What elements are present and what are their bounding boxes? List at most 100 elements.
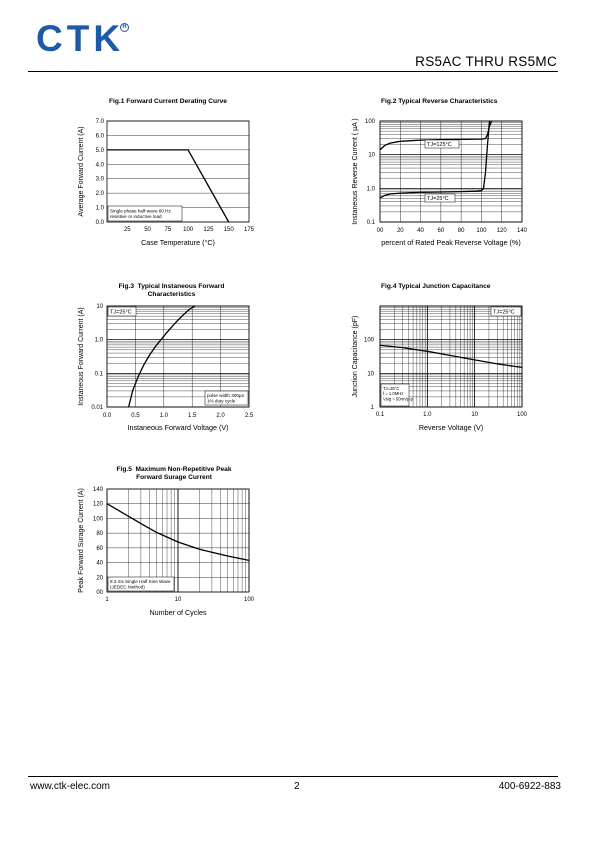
fig3-condition: TJ=25°C [110, 310, 132, 316]
fig5-title: Fig.5 Maximum Non-Repetitive Peak Forwar… [116, 466, 232, 481]
registered-mark: R [120, 23, 129, 32]
fig5-x-tick-label: 1 [105, 597, 109, 603]
fig2-series-label-125: TJ=125°C [427, 142, 452, 148]
fig5-annotation: 8.3 ms Single Half Sine Wave [110, 579, 171, 584]
fig2-series-label-25: TJ=25°C [427, 196, 449, 202]
fig2-x-tick-label: 40 [417, 228, 424, 234]
fig4-y-tick-label: 1 [371, 405, 375, 411]
fig3-y-tick-label: 10 [96, 304, 103, 310]
fig5-y-tick-label: 120 [93, 502, 104, 508]
fig1-y-tick-label: 1.0 [96, 206, 105, 212]
fig4-condition-box [490, 306, 522, 317]
fig3-x-tick-label: 1.0 [160, 413, 169, 419]
fig2-series-line-1 [379, 120, 491, 199]
fig1-x-axis-label: Case Temperature (°C) [141, 238, 215, 247]
fig5-y-tick-label: 60 [96, 546, 103, 552]
fig2-x-tick-label: 60 [438, 228, 445, 234]
fig2-x-tick-label: 120 [497, 228, 508, 234]
fig5-frame [106, 488, 250, 593]
fig4-y-axis-label: Junction Capacitance (pF) [352, 316, 359, 398]
fig4-frame [379, 305, 523, 408]
fig5-x-tick-label: 100 [244, 597, 255, 603]
fig3-x-tick-label: 2.0 [216, 413, 225, 419]
fig1-x-tick-label: 50 [144, 227, 151, 233]
fig5-annotation: (JEDEC Method) [110, 585, 145, 590]
fig4-x-tick-label: 0.1 [376, 412, 385, 418]
fig4-condition: TJ=25°C [493, 310, 515, 316]
fig1-annotation-box [107, 205, 183, 222]
fig4-x-axis-label: Reverse Voltage (V) [419, 423, 483, 432]
fig1-frame [106, 120, 250, 223]
fig5-y-tick-label: 40 [96, 561, 103, 567]
page-number: 2 [294, 781, 300, 792]
fig2-y-axis-label: Instaneous Reverse Current ( µA ) [352, 118, 359, 224]
fig1-x-tick-label: 100 [183, 227, 194, 233]
footer-website[interactable]: www.ctk-elec.com [30, 781, 111, 792]
fig2-x-tick-label: 140 [517, 228, 528, 234]
fig3-title: Fig.3 Typical Instaneous Forward Charact… [118, 283, 225, 298]
fig3-series-line-0 [127, 305, 196, 408]
fig2-x-tick-label: 100 [476, 228, 487, 234]
fig2-label-box-25 [424, 193, 456, 203]
fig2-y-tick-label: 10 [368, 153, 375, 159]
fig3-condition-box [107, 306, 137, 317]
fig4-annotation-box [380, 383, 410, 407]
fig2-x-tick-label: 00 [377, 228, 384, 234]
fig1-annotation: resistive or inductive load [110, 214, 162, 219]
fig2-y-tick-label: 0.1 [367, 220, 376, 226]
fig1-x-tick-label: 125 [203, 227, 214, 233]
fig4-annotation: TJ=25°C [383, 386, 399, 391]
fig1-x-tick-label: 25 [124, 227, 131, 233]
fig1-y-tick-label: 7.0 [96, 119, 105, 125]
footer-phone: 400-6922-883 [498, 781, 561, 792]
fig4-x-tick-label: 100 [517, 412, 528, 418]
fig3-x-axis-label: Instaneous Forward Voltage (V) [127, 423, 228, 432]
fig2-x-axis-label: percent of Rated Peak Reverse Voltage (%… [381, 238, 520, 247]
fig3-x-tick-label: 0.5 [131, 413, 140, 419]
fig4-title: Fig.4 Typical Junction Capacitance [381, 283, 491, 290]
fig3-annotation: pulse width 300µs [207, 393, 245, 398]
fig4-y-tick-label: 100 [364, 338, 375, 344]
fig5-y-tick-label: 80 [96, 531, 103, 537]
fig4-x-tick-label: 10 [471, 412, 478, 418]
footer-rule [28, 776, 558, 777]
company-logo: CTK [36, 18, 125, 59]
fig1-y-axis-label: Average Forward Current (A) [78, 126, 85, 216]
fig1-annotation: Single phase half-wave 60 Hz [110, 209, 171, 214]
fig1-x-tick-label: 175 [244, 227, 255, 233]
fig1-series-line-0 [107, 149, 230, 223]
fig3-x-tick-label: 1.5 [188, 413, 197, 419]
fig5-y-tick-label: 140 [93, 487, 104, 493]
document-title: RS5AC THRU RS5MC [415, 54, 557, 69]
fig1-y-tick-label: 3.0 [96, 177, 105, 183]
fig5-series-line-0 [106, 503, 250, 562]
fig5-y-tick-label: 100 [93, 516, 104, 522]
fig3-annotation: 1% duty cycle [207, 399, 236, 404]
fig4-y-tick-label: 10 [367, 371, 374, 377]
fig3-annotation-box [204, 390, 249, 406]
fig1-y-tick-label: 5.0 [96, 148, 105, 154]
fig2-label-box-125 [424, 139, 460, 149]
fig5-y-tick-label: 00 [96, 590, 103, 596]
fig1-x-tick-label: 150 [224, 227, 235, 233]
fig3-x-tick-label: 2.5 [245, 413, 254, 419]
fig3-y-axis-label: Instaneous Forward Current (A) [78, 307, 85, 405]
fig4-series-line-0 [379, 344, 523, 369]
fig5-y-axis-label: Peak Forward Surage Current (A) [78, 488, 85, 593]
fig5-annotation-box [107, 576, 175, 592]
fig3-x-tick-label: 0.0 [103, 413, 112, 419]
fig2-frame [379, 120, 523, 223]
fig2-y-tick-label: 100 [365, 119, 376, 125]
fig5-x-tick-label: 10 [175, 597, 182, 603]
fig5-x-axis-label: Number of Cycles [149, 608, 207, 617]
fig1-y-tick-label: 4.0 [96, 162, 105, 168]
fig2-x-tick-label: 80 [458, 228, 465, 234]
fig1-title: Fig.1 Forward Current Derating Curve [109, 98, 227, 105]
header-rule [28, 71, 558, 72]
fig1-y-tick-label: 6.0 [96, 133, 105, 139]
fig3-y-tick-label: 0.01 [91, 405, 103, 411]
fig1-y-tick-label: 2.0 [96, 191, 105, 197]
fig4-annotation: f = 1.0MHz [383, 391, 403, 396]
fig4-x-tick-label: 1.0 [423, 412, 432, 418]
